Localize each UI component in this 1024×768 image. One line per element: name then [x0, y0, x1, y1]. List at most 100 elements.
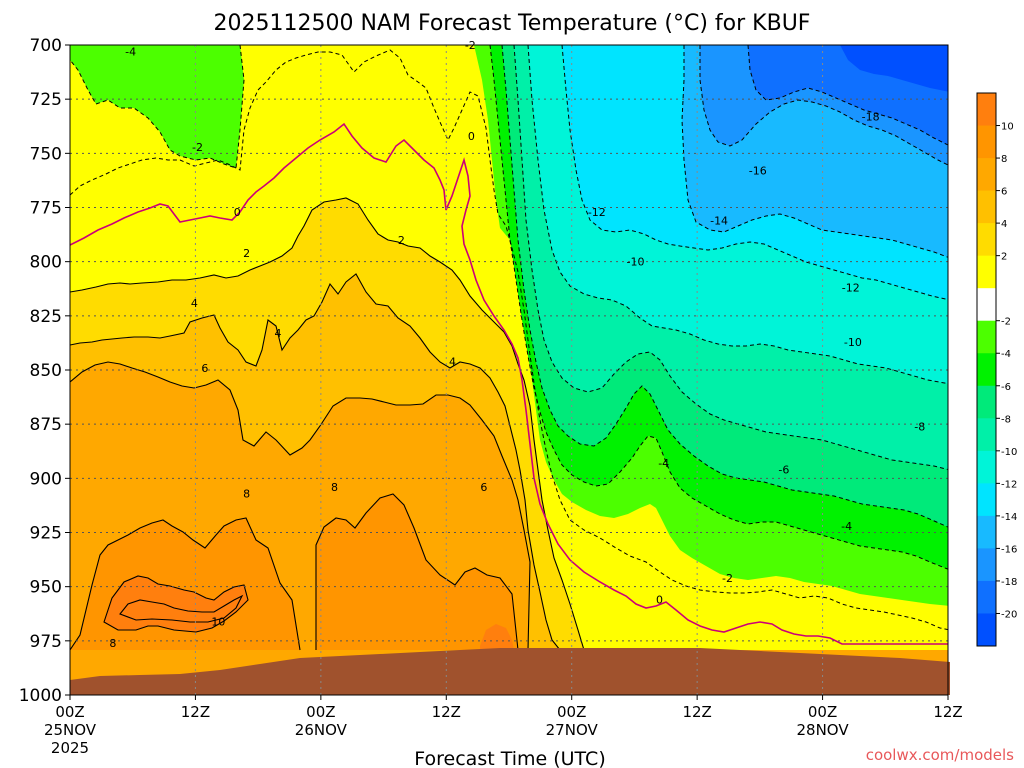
colorbar-frame [976, 92, 997, 647]
x-tick-label: 12Z [682, 703, 711, 721]
colorbar-swatch [977, 93, 996, 127]
colorbar-tick-label: -2 [1001, 317, 1011, 328]
colorbar-tick-label: 6 [1001, 187, 1007, 198]
contour-label: 8 [109, 637, 116, 650]
colorbar-swatch [977, 418, 996, 452]
contour-label: 4 [449, 355, 456, 368]
y-tick-label: 825 [30, 307, 62, 327]
colorbar-swatch [977, 450, 996, 484]
y-axis: 700 725 750 775 800 825 850 875 900 925 950 975 1000 [19, 36, 70, 706]
contour-label: 10 [211, 615, 225, 628]
colorbar-swatch [977, 385, 996, 419]
x-tick-label: 25NOV [44, 721, 97, 739]
fill-band-above-12 [120, 596, 242, 622]
colorbar-swatch [977, 288, 996, 322]
contour-line-minus8 [513, 45, 948, 471]
contour-line-minus6 [501, 45, 948, 528]
contour-label: -10 [626, 256, 644, 269]
x-tick-label: 00Z [557, 703, 586, 721]
contour-label: -2 [722, 572, 733, 585]
colorbar-tick-label: 8 [1001, 154, 1007, 165]
plot-area [70, 45, 948, 695]
contour-label: 4 [191, 297, 198, 310]
x-tick-label: 28NOV [797, 721, 850, 739]
x-tick-label: 27NOV [546, 721, 599, 739]
colorbar-tick-label: 2 [1001, 252, 1007, 263]
colorbar-tick-label: 4 [1001, 219, 1007, 230]
x-tick-label: 00Z [55, 703, 84, 721]
y-tick-label: 900 [30, 469, 62, 489]
colorbar-tick-label: -16 [1001, 544, 1017, 555]
colorbar-swatch [977, 320, 996, 354]
contour-line-minus18 [747, 45, 948, 146]
colorbar-swatch [977, 548, 996, 582]
y-tick-label: 975 [30, 632, 62, 652]
credit-text[interactable]: coolwx.com/models [866, 746, 1014, 764]
terrain-ground [70, 648, 950, 695]
contour-line-minus2-island [70, 45, 245, 169]
colorbar-tick-label: -12 [1001, 479, 1017, 490]
contour-label: 8 [243, 488, 250, 501]
contour-label: 6 [480, 481, 487, 494]
contour-line-minus16 [699, 45, 948, 166]
contour-label: 0 [234, 206, 241, 219]
colorbar-tick-label: -20 [1001, 609, 1017, 620]
y-tick-label: 925 [30, 524, 62, 544]
colorbar-tick-label: -14 [1001, 512, 1017, 523]
contour-line-12 [119, 594, 244, 623]
x-tick-label: 00Z [808, 703, 837, 721]
x-tick-label: 2025 [51, 739, 89, 757]
contour-label: 0 [468, 130, 475, 143]
contour-label: 2 [243, 247, 250, 260]
contour-line-minus2 [70, 49, 948, 631]
contour-line-minus10 [527, 45, 948, 385]
contour-label: 8 [331, 481, 338, 494]
y-tick-label: 850 [30, 361, 62, 381]
contour-label: 0 [656, 594, 663, 607]
colorbar-swatch [977, 483, 996, 517]
contour-line-4 [70, 273, 561, 651]
contour-label: 4 [275, 327, 282, 340]
contour-label: -6 [778, 464, 789, 477]
x-tick-label: 00Z [306, 703, 335, 721]
x-tick-label: 12Z [432, 703, 461, 721]
y-tick-label: 800 [30, 253, 62, 273]
contour-label: 2 [398, 234, 405, 247]
y-tick-label: 775 [30, 199, 62, 219]
colorbar-swatch [977, 353, 996, 387]
contour-label: -4 [125, 46, 136, 59]
contour-label: -10 [844, 336, 862, 349]
contour-line-8-b [315, 493, 519, 651]
contour-label: -18 [862, 111, 880, 124]
fill-band-below-minus20 [840, 45, 948, 92]
colorbar-tick-label: -8 [1001, 414, 1011, 425]
fill-band-10-to-12-b [480, 624, 514, 650]
contour-line-minus12 [561, 45, 948, 301]
colorbar-swatch [977, 125, 996, 159]
colorbar-swatch [977, 580, 996, 614]
contour-label: -8 [914, 420, 925, 433]
colorbar-swatch [977, 515, 996, 549]
y-tick-label: 875 [30, 415, 62, 435]
colorbar-swatch [977, 613, 996, 647]
y-tick-label: 1000 [19, 686, 62, 706]
colorbar-swatch [977, 255, 996, 289]
colorbar: 10 8 6 4 2 -2 -4 -6 -8 -10 -12 -14 -16 -18 -20 [976, 92, 1017, 647]
fill-island-minus4-to-minus2-left [70, 45, 244, 168]
contour-line-2 [70, 197, 585, 651]
contour-label: -12 [842, 282, 860, 295]
contour-label: -12 [588, 206, 606, 219]
contour-labels: -4 -2 0 -2 0 2 2 4 4 4 6 8 8 6 10 8 -12 -14 -16 -18 -10 -12 -1… [109, 39, 925, 650]
chart-title: 2025112500 NAM Forecast Temperature (°C)… [214, 11, 811, 36]
y-tick-label: 725 [30, 90, 62, 110]
y-tick-label: 700 [30, 36, 62, 56]
x-tick-label: 26NOV [295, 721, 348, 739]
contour-line-minus4 [489, 45, 948, 570]
contour-label: -2 [192, 141, 203, 154]
x-tick-label: 12Z [933, 703, 962, 721]
contour-label: 6 [201, 362, 208, 375]
colorbar-tick-label: -18 [1001, 577, 1017, 588]
colorbar-tick-label: 10 [1001, 122, 1014, 133]
